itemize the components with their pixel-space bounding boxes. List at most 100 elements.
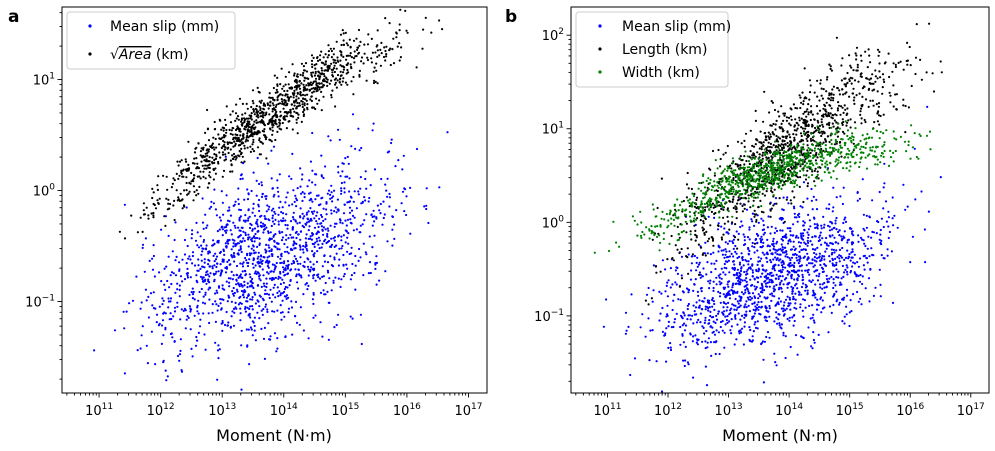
point-sqrt-area [178,160,182,163]
point-length [699,246,703,249]
point-sqrt-area [222,169,226,172]
point-mean [704,241,707,244]
point-length [902,68,905,71]
point-mean [342,234,345,237]
point-sqrt-area [301,100,304,103]
point-mean [737,282,740,285]
point-mean [271,310,274,313]
point-mean [811,304,814,307]
point-mean [726,283,729,286]
point-mean [306,218,310,221]
point-mean [823,286,826,289]
point-mean [248,273,251,276]
point-sqrt-area [180,159,183,162]
point-mean [775,316,778,319]
point-mean [801,279,804,282]
point-sqrt-area [242,133,245,136]
point-mean [802,220,805,223]
point-length [740,142,743,145]
point-length [792,133,795,136]
point-sqrt-area [320,86,323,89]
point-mean [772,258,775,261]
point-mean [279,311,283,314]
point-mean [748,228,751,231]
point-mean [714,321,717,324]
point-mean [276,337,279,340]
point-length [838,141,842,144]
point-length [797,124,800,127]
x-tick-label: 1016 [393,402,421,419]
point-mean [756,249,759,252]
point-mean [252,286,255,290]
point-mean [661,306,664,310]
point-mean [199,275,202,278]
point-length [771,101,775,104]
point-mean [801,276,805,279]
point-mean [286,246,289,249]
point-mean [785,277,788,280]
point-sqrt-area [235,103,238,106]
point-mean [682,311,685,314]
point-mean [806,231,809,234]
point-mean [274,276,277,279]
point-sqrt-area [375,69,378,72]
point-sqrt-area [236,133,239,137]
point-length [829,65,832,68]
point-mean [750,340,754,343]
point-mean [313,226,317,229]
point-mean [781,235,784,239]
point-mean [257,255,260,258]
point-length [775,202,778,205]
panel-a-legend-frame [66,11,236,70]
point-sqrt-area [330,49,333,53]
point-mean [284,335,287,338]
point-mean [368,196,371,200]
point-mean [841,202,845,206]
point-mean [222,248,225,251]
point-mean [783,251,786,254]
point-mean [828,225,831,228]
point-length [777,110,780,113]
point-mean [800,269,804,272]
point-mean [830,221,833,224]
point-mean [835,300,838,303]
point-mean [338,247,341,250]
point-sqrt-area [345,42,348,45]
point-mean [393,223,396,226]
point-mean [302,251,305,254]
point-sqrt-area [259,109,262,112]
point-mean [723,227,726,230]
point-mean [162,334,165,337]
point-length [806,108,809,111]
point-sqrt-area [302,83,305,86]
point-mean [290,300,293,303]
point-mean [330,196,333,199]
point-sqrt-area [342,32,345,35]
point-mean [689,333,692,336]
point-mean [217,285,221,288]
point-sqrt-area [231,170,234,173]
point-mean [804,248,807,251]
point-mean [751,271,755,274]
point-mean [256,230,259,233]
point-mean [763,296,766,299]
point-mean [216,349,220,352]
point-sqrt-area [215,146,218,149]
point-mean [271,276,274,280]
point-sqrt-area [323,63,326,66]
point-mean [748,249,751,253]
point-sqrt-area [271,96,274,99]
point-mean [739,278,743,281]
point-mean [252,249,255,252]
point-sqrt-area [249,150,252,153]
point-mean [671,308,674,312]
point-mean [282,212,285,215]
point-mean [354,254,357,258]
point-mean [324,281,327,285]
point-mean [266,271,269,274]
point-sqrt-area [333,78,336,81]
point-mean [388,196,391,199]
point-length [781,184,784,187]
point-length [902,104,905,107]
point-length [852,99,856,102]
